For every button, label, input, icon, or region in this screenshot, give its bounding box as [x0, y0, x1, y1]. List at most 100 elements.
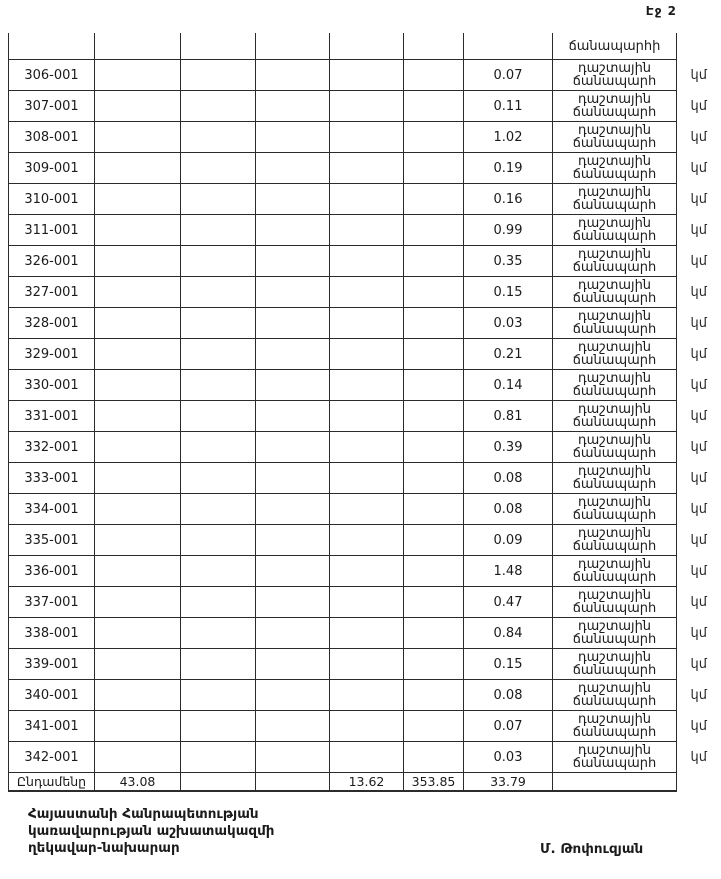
unit-label: կմ: [676, 555, 721, 587]
unit-label: կմ: [676, 741, 721, 773]
road-type-cell: դաշտային ճանապարհ: [552, 245, 677, 277]
road-type-cell: դաշտային ճանապարհ: [552, 524, 677, 556]
row-id-cell: 341-001: [8, 710, 95, 742]
row-id-cell: 306-001: [8, 59, 95, 91]
length-cell: 0.08: [463, 679, 553, 711]
unit-label: կմ: [676, 524, 721, 556]
row-id-cell: 339-001: [8, 648, 95, 680]
length-cell: 0.08: [463, 493, 553, 525]
length-cell: [463, 33, 553, 60]
row-id-cell: 338-001: [8, 617, 95, 649]
length-cell: 0.03: [463, 741, 553, 773]
road-type-cell: դաշտային ճանապարհ: [552, 152, 677, 184]
road-type-cell: դաշտային ճանապարհ: [552, 276, 677, 308]
row-id-cell: 335-001: [8, 524, 95, 556]
footer-line: ղեկավար-նախարար: [28, 840, 180, 856]
unit-label: կմ: [676, 648, 721, 680]
totals-col2: 43.08: [94, 772, 181, 792]
length-cell: 0.84: [463, 617, 553, 649]
unit-label: կմ: [676, 617, 721, 649]
table-row: 329-001 0.21 դաշտային ճանապարհ կմ: [8, 338, 721, 370]
table-row: 338-001 0.84 դաշտային ճանապարհ կմ: [8, 617, 721, 649]
unit-label: կմ: [676, 710, 721, 742]
unit-label: կմ: [676, 400, 721, 432]
road-type-cell: դաշտային ճանապարհ: [552, 462, 677, 494]
totals-col5: 13.62: [329, 772, 404, 792]
table-row: 340-001 0.08 դաշտային ճանապարհ կմ: [8, 679, 721, 711]
road-type-cell: դաշտային ճանապարհ: [552, 400, 677, 432]
row-id-cell: 307-001: [8, 90, 95, 122]
length-cell: 0.07: [463, 710, 553, 742]
row-id-cell: 311-001: [8, 214, 95, 246]
unit-label: կմ: [676, 338, 721, 370]
unit-label: կմ: [676, 152, 721, 184]
table-row: 327-001 0.15 դաշտային ճանապարհ կմ: [8, 276, 721, 308]
length-cell: 0.35: [463, 245, 553, 277]
table-row: Ընդամենը 43.08 13.62 353.85 33.79: [8, 772, 721, 792]
table-row: ճանապարհի: [8, 33, 721, 60]
road-type-cell: դաշտային ճանապարհ: [552, 121, 677, 153]
unit-label: կմ: [676, 121, 721, 153]
unit-label: կմ: [676, 90, 721, 122]
length-cell: 0.21: [463, 338, 553, 370]
unit-label: կմ: [676, 369, 721, 401]
table-row: 335-001 0.09 դաշտային ճանապարհ կմ: [8, 524, 721, 556]
row-id-cell: 326-001: [8, 245, 95, 277]
length-cell: 0.03: [463, 307, 553, 339]
road-type-cell: դաշտային ճանապարհ: [552, 648, 677, 680]
row-id-cell: 333-001: [8, 462, 95, 494]
table-row: 334-001 0.08 դաշտային ճանապարհ կմ: [8, 493, 721, 525]
totals-row: Ընդամենը 43.08 13.62 353.85 33.79: [8, 772, 721, 792]
footer-line: Հայաստանի Հանրապետության: [28, 806, 259, 822]
table-body: 306-001 0.07 դաշտային ճանապարհ կմ 307-001…: [8, 59, 721, 773]
row-id-cell: [8, 33, 95, 60]
row-id-cell: 337-001: [8, 586, 95, 618]
row-id-cell: 308-001: [8, 121, 95, 153]
table-row: 341-001 0.07 դաշտային ճանապարհ կմ: [8, 710, 721, 742]
length-cell: 0.08: [463, 462, 553, 494]
road-type-cell: դաշտային ճանապարհ: [552, 90, 677, 122]
length-cell: 0.14: [463, 369, 553, 401]
road-type-cell: դաշտային ճանապարհ: [552, 214, 677, 246]
road-type-cell: դաշտային ճանապարհ: [552, 307, 677, 339]
length-cell: 1.48: [463, 555, 553, 587]
row-id-cell: 328-001: [8, 307, 95, 339]
table-row: 309-001 0.19 դաշտային ճանապարհ կմ: [8, 152, 721, 184]
footer-signatory-title: Հայաստանի Հանրապետության կառավարության ա…: [28, 806, 274, 857]
roads-table: ճանապարհի 306-001 0.07 դաշտային ճանապարհ …: [8, 33, 721, 792]
totals-col6: 353.85: [403, 772, 464, 792]
road-type-cell: դաշտային ճանապարհ: [552, 338, 677, 370]
table-row: 306-001 0.07 դաշտային ճանապարհ կմ: [8, 59, 721, 91]
length-cell: 0.16: [463, 183, 553, 215]
table-row: 342-001 0.03 դաշտային ճանապարհ կմ: [8, 741, 721, 773]
length-cell: 0.15: [463, 648, 553, 680]
table-row: 307-001 0.11 դաշտային ճանապարհ կմ: [8, 90, 721, 122]
road-type-cell: դաշտային ճանապարհ: [552, 679, 677, 711]
length-cell: 0.99: [463, 214, 553, 246]
table-row: 310-001 0.16 դաշտային ճանապարհ կմ: [8, 183, 721, 215]
row-id-cell: 340-001: [8, 679, 95, 711]
length-cell: 0.11: [463, 90, 553, 122]
length-cell: 1.02: [463, 121, 553, 153]
unit-label: կմ: [676, 245, 721, 277]
length-cell: 0.39: [463, 431, 553, 463]
road-type-cell: դաշտային ճանապարհ: [552, 617, 677, 649]
unit-label: կմ: [676, 307, 721, 339]
row-id-cell: 332-001: [8, 431, 95, 463]
road-type-cell: դաշտային ճանապարհ: [552, 555, 677, 587]
road-type-cell: դաշտային ճանապարհ: [552, 183, 677, 215]
length-cell: 0.07: [463, 59, 553, 91]
unit-label: կմ: [676, 586, 721, 618]
table-row: 328-001 0.03 դաշտային ճանապարհ կմ: [8, 307, 721, 339]
table-row: 333-001 0.08 դաշտային ճանապարհ կմ: [8, 462, 721, 494]
road-type-cell: դաշտային ճանապարհ: [552, 493, 677, 525]
unit-label: կմ: [676, 183, 721, 215]
road-type-cell: դաշտային ճանապարհ: [552, 369, 677, 401]
road-type-cell: դաշտային ճանապարհ: [552, 59, 677, 91]
length-cell: 0.81: [463, 400, 553, 432]
footer-signature-name: Մ. Թոփուզյան: [540, 841, 644, 857]
totals-label: Ընդամենը: [8, 772, 95, 792]
length-cell: 0.47: [463, 586, 553, 618]
row-id-cell: 329-001: [8, 338, 95, 370]
row-id-cell: 342-001: [8, 741, 95, 773]
